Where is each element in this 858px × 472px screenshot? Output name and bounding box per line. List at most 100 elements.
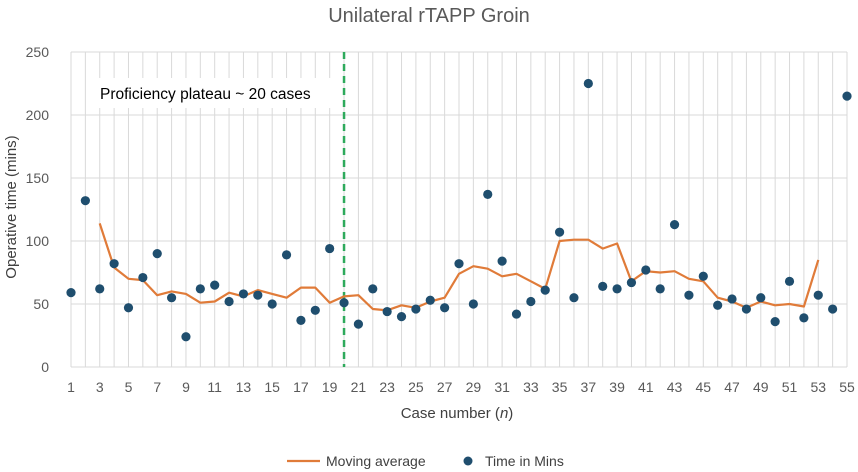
data-point: [713, 300, 723, 310]
data-point: [353, 319, 364, 329]
x-tick-label: 51: [782, 379, 798, 395]
data-point: [368, 284, 378, 294]
data-point: [396, 312, 407, 322]
x-tick-label: 11: [207, 379, 222, 395]
x-tick-label: 49: [753, 379, 769, 395]
x-tick-label: 7: [153, 379, 161, 395]
data-point: [425, 295, 435, 305]
data-point: [511, 309, 522, 319]
data-point: [756, 293, 766, 303]
legend-time-label: Time in Mins: [485, 453, 564, 469]
x-tick-label: 33: [523, 379, 539, 395]
data-point: [727, 294, 737, 304]
x-tick-label: 19: [322, 379, 338, 395]
y-tick-label: 0: [41, 359, 49, 375]
data-point: [123, 303, 134, 313]
data-point: [181, 332, 191, 342]
data-point: [497, 256, 507, 266]
x-tick-label: 21: [351, 379, 367, 395]
legend-moving-average-label: Moving average: [326, 453, 426, 469]
data-point: [195, 284, 205, 294]
data-point: [296, 315, 306, 325]
data-point: [828, 304, 838, 314]
data-point: [339, 298, 349, 308]
data-point: [641, 265, 651, 275]
data-point: [411, 304, 421, 314]
chart-title: Unilateral rTAPP Groin: [328, 5, 530, 27]
data-point: [253, 290, 263, 300]
data-point: [554, 227, 565, 237]
data-point: [784, 276, 795, 286]
data-point: [770, 317, 780, 327]
x-tick-label: 25: [408, 379, 424, 395]
x-tick-label: 47: [724, 379, 740, 395]
data-point: [483, 189, 493, 199]
data-point: [526, 296, 536, 307]
data-point: [224, 296, 234, 307]
time-points: [66, 78, 852, 342]
data-point: [238, 289, 249, 299]
x-tick-label: 5: [125, 379, 133, 395]
y-tick-label: 250: [26, 44, 50, 60]
annotation-box: Proficiency plateau ~ 20 cases: [90, 78, 334, 108]
y-axis-ticks: 0 50 100 150 200 250: [26, 44, 50, 375]
x-tick-label: 39: [609, 379, 625, 395]
x-tick-label: 29: [466, 379, 482, 395]
data-point: [109, 259, 119, 269]
x-tick-label: 9: [182, 379, 190, 395]
x-tick-label: 1: [67, 379, 75, 395]
data-point: [440, 303, 450, 313]
y-axis-label: Operative time (mins): [3, 135, 20, 278]
x-tick-label: 55: [839, 379, 855, 395]
data-point: [669, 220, 680, 230]
data-point: [95, 284, 105, 294]
y-tick-label: 100: [26, 233, 50, 249]
data-point: [325, 243, 335, 254]
data-point: [468, 299, 478, 309]
x-tick-label: 31: [494, 379, 510, 395]
x-tick-label: 13: [236, 379, 252, 395]
x-tick-label: 23: [379, 379, 395, 395]
x-tick-label: 45: [696, 379, 712, 395]
x-tick-label: 37: [581, 379, 597, 395]
data-point: [66, 288, 76, 298]
x-tick-label: 43: [667, 379, 683, 395]
data-point: [281, 250, 292, 260]
annotation-text: Proficiency plateau ~ 20 cases: [100, 86, 311, 103]
data-point: [454, 259, 464, 269]
legend-time-swatch: [463, 456, 473, 466]
data-point: [267, 299, 277, 309]
x-tick-label: 27: [437, 379, 453, 395]
data-point: [813, 290, 823, 300]
data-point: [210, 280, 220, 290]
data-point: [310, 305, 320, 315]
data-point: [655, 284, 665, 294]
x-axis-ticks: 1 3 5 7 9 11 13 15 17 19 21 23 25 27 29 31 33 35 37 39 41 43 4…: [67, 379, 855, 395]
data-point: [152, 249, 162, 259]
y-tick-label: 50: [33, 296, 49, 312]
data-point: [382, 306, 392, 317]
data-point: [569, 293, 579, 303]
x-tick-label: 35: [552, 379, 568, 395]
data-point: [684, 290, 694, 300]
data-point: [741, 304, 752, 314]
data-point: [540, 285, 550, 295]
data-point: [626, 277, 637, 288]
x-tick-label: 15: [264, 379, 280, 395]
data-point: [598, 281, 608, 291]
x-tick-label: 41: [638, 379, 654, 395]
x-tick-label: 53: [810, 379, 826, 395]
data-point: [166, 293, 177, 303]
data-point: [138, 272, 148, 283]
y-tick-label: 200: [26, 107, 50, 123]
data-point: [698, 271, 708, 281]
y-tick-label: 150: [26, 170, 50, 186]
data-point: [842, 91, 852, 101]
x-tick-label: 17: [293, 379, 309, 395]
legend: Moving average Time in Mins: [287, 453, 564, 469]
x-tick-label: 3: [96, 379, 104, 395]
data-point: [799, 313, 809, 323]
data-point: [612, 284, 622, 294]
data-point: [583, 78, 593, 89]
